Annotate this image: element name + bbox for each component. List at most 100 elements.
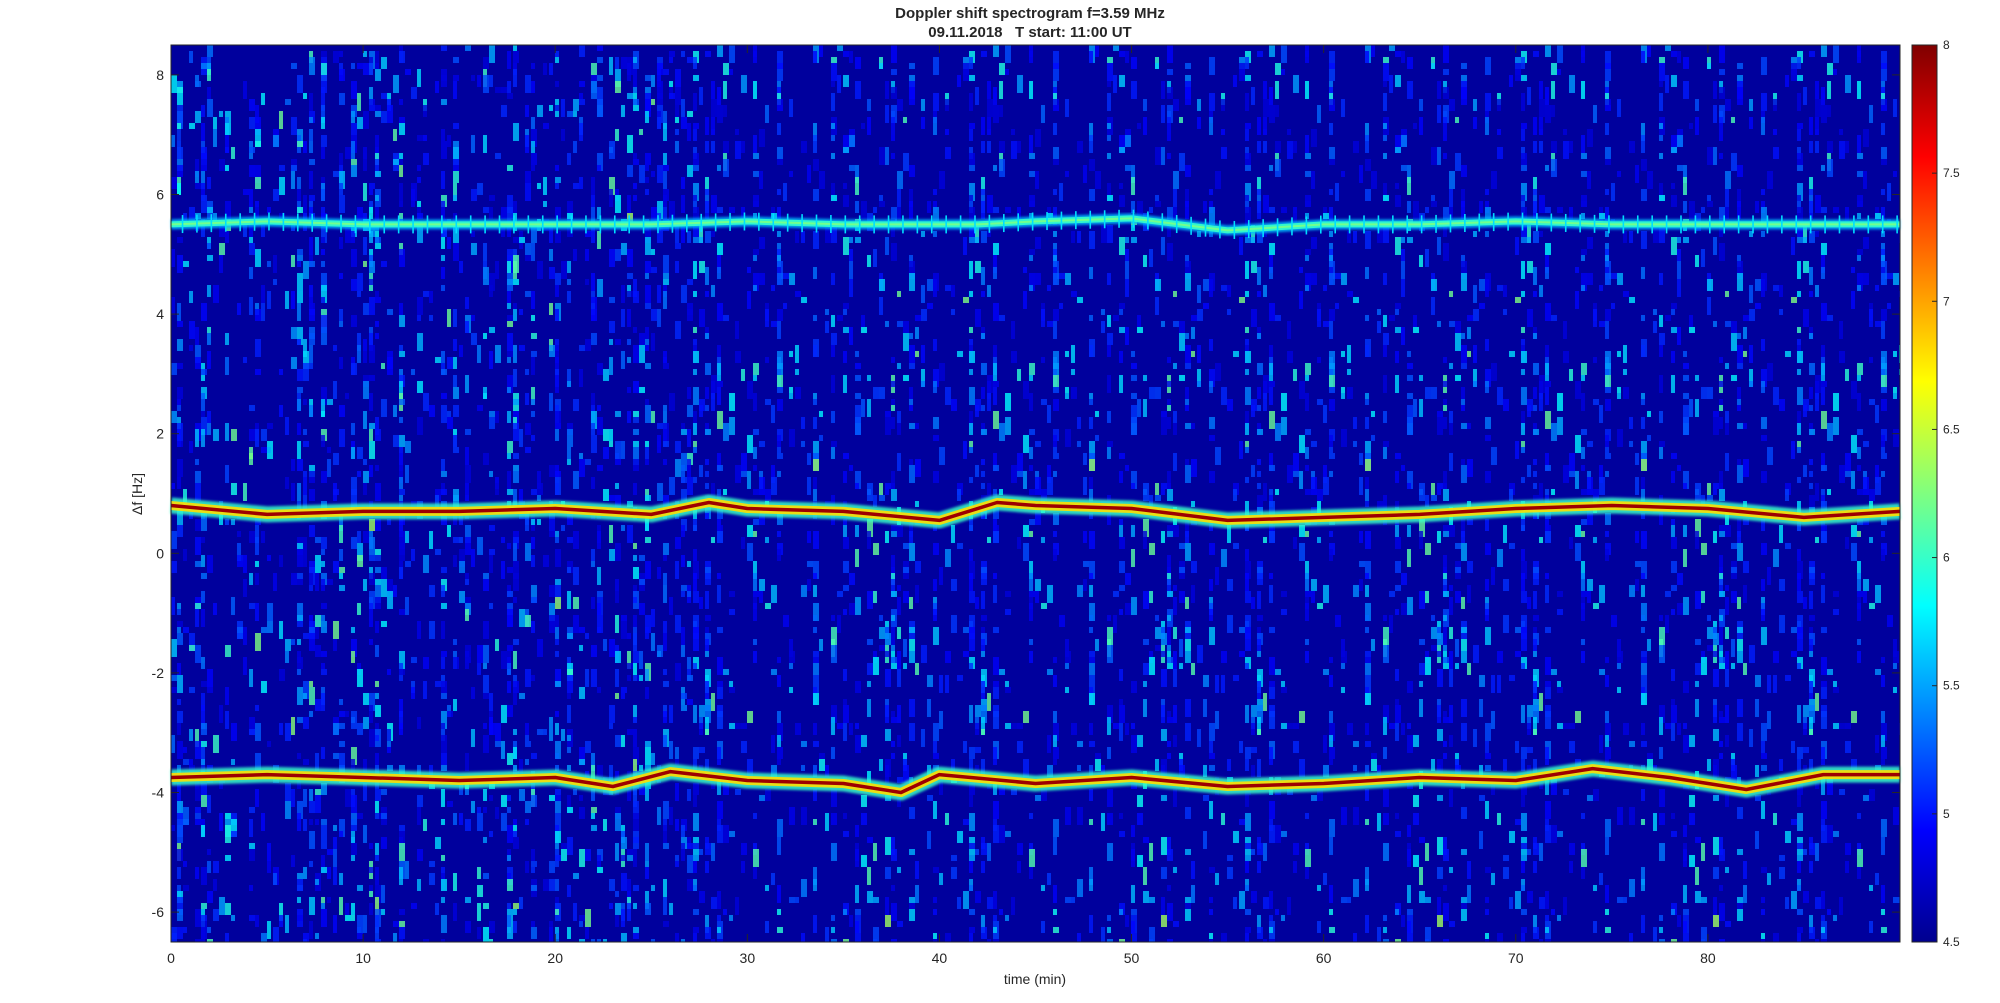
noise-cell: [705, 429, 711, 435]
noise-cell: [1527, 261, 1533, 273]
noise-cell: [633, 555, 637, 561]
noise-cell: [1155, 645, 1161, 651]
noise-cell: [597, 363, 603, 375]
noise-cell: [801, 741, 807, 747]
noise-cell: [201, 729, 207, 735]
noise-cell: [1173, 99, 1179, 111]
noise-cell: [669, 477, 675, 495]
noise-cell: [891, 69, 897, 75]
noise-cell: [1293, 843, 1299, 855]
noise-cell: [195, 729, 199, 747]
noise-cell: [1407, 597, 1413, 615]
noise-cell: [1341, 651, 1347, 663]
noise-cell: [1449, 735, 1453, 747]
noise-cell: [1347, 345, 1351, 363]
noise-cell: [567, 705, 571, 723]
noise-cell: [1029, 375, 1033, 381]
noise-cell: [381, 363, 385, 369]
noise-cell: [351, 759, 355, 777]
noise-cell: [717, 267, 721, 279]
noise-cell: [1521, 225, 1527, 237]
noise-cell: [1401, 261, 1405, 279]
noise-cell: [429, 291, 433, 303]
noise-cell: [513, 261, 517, 279]
noise-cell: [771, 321, 777, 327]
noise-cell: [555, 651, 559, 657]
noise-cell: [1551, 423, 1557, 441]
noise-cell: [1089, 879, 1093, 891]
noise-cell: [1533, 927, 1539, 939]
noise-cell: [1011, 723, 1017, 729]
noise-cell: [417, 621, 421, 639]
noise-cell: [1545, 165, 1549, 171]
noise-cell: [705, 405, 709, 411]
noise-cell: [1059, 303, 1063, 309]
noise-cell: [969, 549, 973, 561]
noise-cell: [897, 189, 901, 207]
noise-cell: [645, 843, 649, 861]
noise-cell: [399, 531, 405, 549]
noise-cell: [201, 663, 205, 669]
noise-cell: [1365, 765, 1369, 777]
noise-cell: [753, 519, 759, 525]
noise-cell: [645, 615, 651, 633]
noise-cell: [1119, 309, 1123, 315]
noise-cell: [399, 183, 403, 201]
noise-cell: [339, 741, 345, 747]
noise-cell: [513, 837, 519, 849]
noise-cell: [177, 609, 181, 615]
noise-cell: [891, 579, 895, 597]
noise-cell: [1539, 195, 1545, 213]
noise-cell: [357, 291, 361, 297]
noise-cell: [867, 99, 871, 111]
noise-cell: [201, 123, 205, 141]
noise-cell: [1053, 549, 1057, 561]
noise-cell: [441, 369, 447, 375]
noise-cell: [1359, 531, 1363, 543]
noise-cell: [1383, 123, 1387, 129]
noise-cell: [321, 843, 327, 849]
noise-cell: [393, 75, 399, 93]
noise-cell: [1365, 561, 1371, 579]
noise-cell: [891, 525, 897, 531]
noise-cell: [615, 813, 621, 831]
noise-cell: [1485, 435, 1491, 441]
noise-cell: [645, 459, 649, 465]
noise-cell: [783, 273, 789, 279]
noise-cell: [333, 915, 337, 933]
noise-cell: [495, 639, 499, 651]
noise-cell: [693, 165, 699, 171]
noise-cell: [303, 939, 307, 942]
noise-cell: [1275, 669, 1281, 675]
noise-cell: [315, 645, 321, 657]
noise-cell: [885, 417, 891, 435]
noise-cell: [411, 903, 417, 909]
noise-cell: [1107, 57, 1113, 63]
noise-cell: [1383, 225, 1389, 243]
noise-cell: [381, 567, 387, 579]
noise-cell: [279, 915, 283, 927]
noise-cell: [321, 579, 325, 591]
noise-cell: [1167, 663, 1173, 669]
noise-cell: [495, 261, 499, 279]
noise-cell: [225, 423, 229, 441]
noise-cell: [441, 693, 447, 699]
noise-cell: [483, 873, 489, 879]
noise-cell: [303, 867, 307, 879]
noise-cell: [1245, 327, 1249, 333]
noise-cell: [813, 159, 819, 171]
noise-cell: [1101, 309, 1105, 315]
noise-cell: [1209, 339, 1213, 351]
noise-cell: [675, 321, 681, 339]
noise-cell: [969, 183, 975, 201]
noise-cell: [435, 357, 441, 363]
noise-cell: [1521, 351, 1527, 363]
noise-cell: [681, 693, 687, 699]
noise-cell: [1221, 651, 1227, 663]
noise-cell: [1533, 117, 1537, 135]
noise-cell: [441, 45, 447, 51]
noise-cell: [483, 333, 487, 339]
noise-cell: [1443, 69, 1449, 75]
noise-cell: [339, 753, 345, 771]
noise-cell: [1545, 657, 1551, 675]
